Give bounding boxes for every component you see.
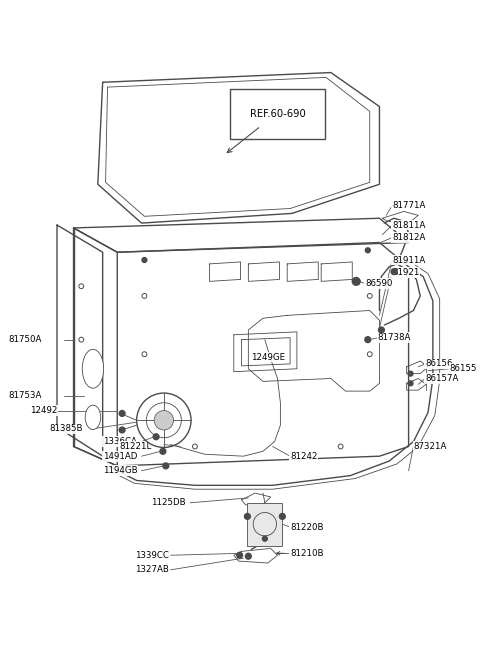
Text: 81771A: 81771A [392,201,425,210]
Circle shape [163,463,168,469]
Text: 81812A: 81812A [392,233,425,242]
Ellipse shape [82,349,104,388]
Circle shape [338,444,343,449]
Circle shape [79,337,84,342]
Text: 1194GB: 1194GB [103,466,137,476]
Text: 1336CA: 1336CA [103,437,136,446]
Text: 81738A: 81738A [377,333,411,342]
Circle shape [154,411,174,430]
Text: 81753A: 81753A [9,392,42,400]
Circle shape [119,427,125,433]
Text: 86156: 86156 [425,360,453,368]
Text: 81911A: 81911A [392,255,425,265]
Circle shape [367,352,372,356]
Text: 1249GE: 1249GE [251,352,286,362]
Circle shape [142,257,147,263]
Text: 87321A: 87321A [413,442,447,451]
Text: 81811A: 81811A [392,221,425,229]
Circle shape [79,284,84,289]
Circle shape [142,293,147,299]
Text: 86157A: 86157A [425,374,458,383]
Circle shape [367,293,372,299]
Text: 1339CC: 1339CC [135,551,168,560]
Circle shape [379,327,384,333]
Text: 81921: 81921 [392,268,420,277]
Text: 81210B: 81210B [290,549,324,558]
Text: 81750A: 81750A [9,335,42,344]
Text: REF.60-690: REF.60-690 [250,109,305,119]
Circle shape [160,449,166,454]
Circle shape [237,552,242,558]
Text: 1491AD: 1491AD [103,452,137,460]
Circle shape [365,337,371,343]
Ellipse shape [85,405,101,430]
Text: 86590: 86590 [365,279,392,288]
Text: 81385B: 81385B [49,424,83,434]
Text: 86155: 86155 [449,364,477,373]
Text: 12492: 12492 [30,406,57,415]
Circle shape [408,381,413,386]
Circle shape [263,536,267,541]
Circle shape [153,434,159,440]
Text: 1327AB: 1327AB [135,565,168,574]
Text: 81220B: 81220B [290,523,324,532]
Circle shape [365,248,370,253]
Circle shape [279,514,285,519]
Circle shape [352,278,360,286]
Bar [247,503,282,546]
Circle shape [245,553,251,559]
Circle shape [391,269,397,274]
Circle shape [119,411,125,417]
Text: 81221L: 81221L [119,442,151,451]
Circle shape [142,352,147,356]
Text: 81242: 81242 [290,452,318,460]
Text: 1125DB: 1125DB [151,498,186,508]
Circle shape [192,444,197,449]
Circle shape [408,371,413,376]
Circle shape [244,514,250,519]
